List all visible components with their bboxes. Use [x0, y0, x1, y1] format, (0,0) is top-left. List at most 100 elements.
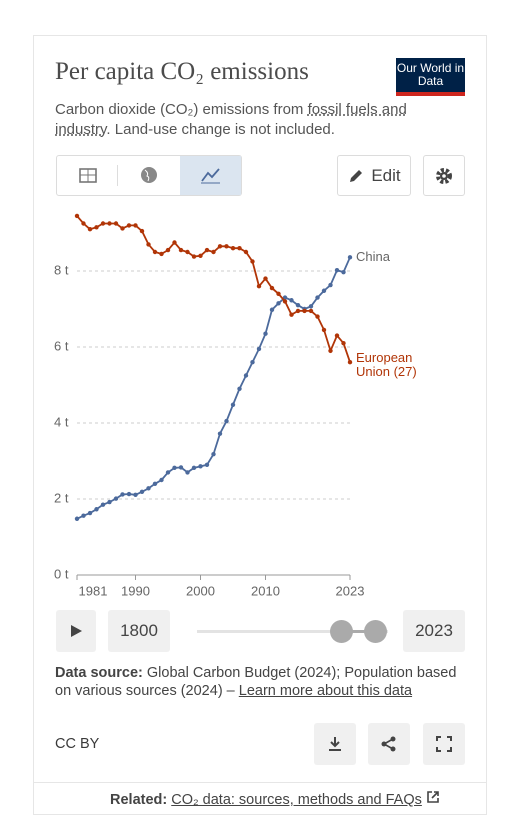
data-point — [152, 249, 158, 255]
download-button[interactable] — [314, 723, 356, 765]
logo[interactable]: Our World in Data — [396, 58, 465, 96]
slider-handle[interactable] — [364, 620, 387, 643]
end-year[interactable]: 2023 — [403, 610, 465, 652]
data-source: Data source: Global Carbon Budget (2024)… — [55, 664, 465, 700]
data-point — [191, 254, 197, 259]
data-point — [74, 213, 80, 219]
data-point — [282, 295, 288, 300]
data-point — [315, 295, 320, 300]
data-point — [315, 314, 320, 319]
data-point — [289, 312, 294, 317]
data-point — [81, 513, 86, 518]
data-point — [113, 496, 119, 501]
data-point — [204, 462, 210, 467]
related: Related: CO₂ data: sources, methods and … — [110, 790, 440, 808]
data-point — [211, 451, 216, 457]
data-point — [120, 226, 125, 231]
data-point — [243, 373, 249, 378]
map-tab[interactable] — [128, 160, 170, 191]
fullscreen-button[interactable] — [423, 723, 465, 765]
data-point — [224, 244, 229, 249]
data-point — [256, 346, 262, 352]
tab-divider — [117, 165, 118, 186]
data-point — [295, 303, 301, 308]
data-point — [100, 221, 106, 226]
share-button[interactable] — [368, 723, 410, 765]
card — [33, 35, 487, 815]
y-tick-label: 0 t — [54, 566, 69, 581]
data-point — [165, 470, 171, 475]
data-point — [334, 268, 340, 273]
data-point — [152, 481, 158, 486]
edit-button[interactable]: Edit — [337, 155, 411, 196]
series-label: European Union (27) — [356, 350, 417, 379]
data-point — [178, 247, 184, 253]
data-point — [87, 227, 93, 232]
data-point — [126, 223, 132, 228]
related-link[interactable]: CO₂ data: sources, methods and FAQs — [171, 792, 422, 808]
data-point — [276, 291, 281, 296]
subtitle: Carbon dioxide (CO₂) emissions from foss… — [55, 100, 445, 140]
data-point — [139, 228, 145, 234]
related-label: Related: — [110, 792, 168, 808]
data-point — [165, 247, 171, 253]
data-point — [328, 282, 333, 288]
data-point — [172, 240, 177, 245]
chart-tab[interactable] — [180, 156, 241, 195]
data-point — [328, 348, 333, 353]
data-point — [250, 360, 255, 365]
source-link[interactable]: Learn more about this data — [238, 683, 413, 699]
data-point — [159, 251, 164, 257]
data-point — [126, 491, 132, 497]
table-tab[interactable] — [67, 160, 109, 191]
data-point — [113, 221, 119, 226]
x-tick-label: 2000 — [186, 583, 215, 598]
license: CC BY — [55, 736, 100, 752]
subtitle-rest: . Land-use change is not included. — [106, 121, 335, 138]
data-point — [263, 331, 268, 336]
edit-label: Edit — [371, 165, 401, 185]
data-point — [269, 307, 275, 312]
data-point — [204, 247, 210, 253]
y-tick-label: 4 t — [54, 414, 69, 429]
data-point — [198, 464, 203, 469]
data-point — [94, 225, 99, 230]
edit-icon — [350, 169, 363, 182]
data-point — [185, 470, 190, 475]
data-point — [237, 246, 242, 251]
x-tick-label: 2023 — [336, 583, 365, 598]
title: Per capita CO₂ emissions — [55, 58, 309, 85]
data-point — [74, 516, 80, 521]
y-tick-label: 6 t — [54, 338, 69, 353]
start-year[interactable]: 1800 — [108, 610, 170, 652]
series-line — [76, 256, 351, 520]
data-point — [120, 492, 125, 497]
data-point — [81, 221, 86, 226]
data-point — [107, 499, 112, 505]
data-point — [282, 299, 288, 304]
slider-handle[interactable] — [330, 620, 353, 643]
data-point — [230, 402, 236, 407]
data-point — [295, 308, 301, 314]
x-tick-label: 1981 — [79, 583, 108, 598]
settings-button[interactable] — [423, 155, 465, 196]
data-point — [217, 431, 223, 436]
data-point — [94, 507, 99, 512]
source-text: Global Carbon Budget (2024); Population … — [55, 665, 457, 699]
data-point — [87, 510, 93, 516]
series-label: China — [356, 249, 391, 264]
data-point — [256, 284, 262, 289]
data-point — [191, 465, 197, 471]
data-point — [198, 253, 203, 258]
data-point — [347, 360, 353, 365]
data-point — [139, 489, 145, 494]
subtitle-link[interactable]: fossil fuels and industry — [55, 101, 407, 138]
data-point — [250, 259, 255, 264]
data-point — [185, 249, 190, 255]
data-point — [107, 221, 112, 226]
data-point — [146, 242, 151, 247]
data-point — [100, 502, 106, 507]
play-button[interactable] — [56, 610, 96, 652]
source-label: Data source: — [55, 665, 143, 681]
